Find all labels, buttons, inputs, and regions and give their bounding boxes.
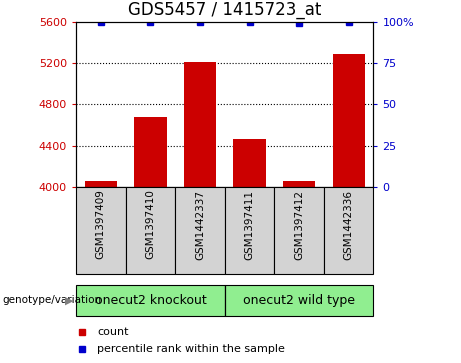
- Bar: [225, 187, 274, 274]
- Text: GSM1397409: GSM1397409: [96, 189, 106, 260]
- Bar: [85, 180, 117, 187]
- Bar: [233, 139, 266, 187]
- Bar: [283, 180, 315, 187]
- Bar: [134, 117, 166, 187]
- Text: GSM1397412: GSM1397412: [294, 189, 304, 260]
- Title: GDS5457 / 1415723_at: GDS5457 / 1415723_at: [128, 1, 321, 19]
- Bar: [76, 187, 125, 274]
- Text: onecut2 knockout: onecut2 knockout: [95, 294, 206, 307]
- Text: GSM1397411: GSM1397411: [244, 189, 254, 260]
- Bar: [324, 187, 373, 274]
- Bar: [332, 54, 365, 187]
- Bar: [175, 187, 225, 274]
- Bar: [184, 62, 216, 187]
- Text: GSM1442336: GSM1442336: [343, 189, 354, 260]
- Bar: [76, 285, 225, 316]
- Bar: [125, 187, 175, 274]
- Bar: [225, 285, 373, 316]
- Text: count: count: [97, 327, 128, 337]
- Text: GSM1397410: GSM1397410: [145, 189, 155, 260]
- Bar: [274, 187, 324, 274]
- Text: genotype/variation: genotype/variation: [2, 295, 101, 305]
- Text: onecut2 wild type: onecut2 wild type: [243, 294, 355, 307]
- Text: ▶: ▶: [65, 295, 73, 305]
- Text: GSM1442337: GSM1442337: [195, 189, 205, 260]
- Text: percentile rank within the sample: percentile rank within the sample: [97, 343, 285, 354]
